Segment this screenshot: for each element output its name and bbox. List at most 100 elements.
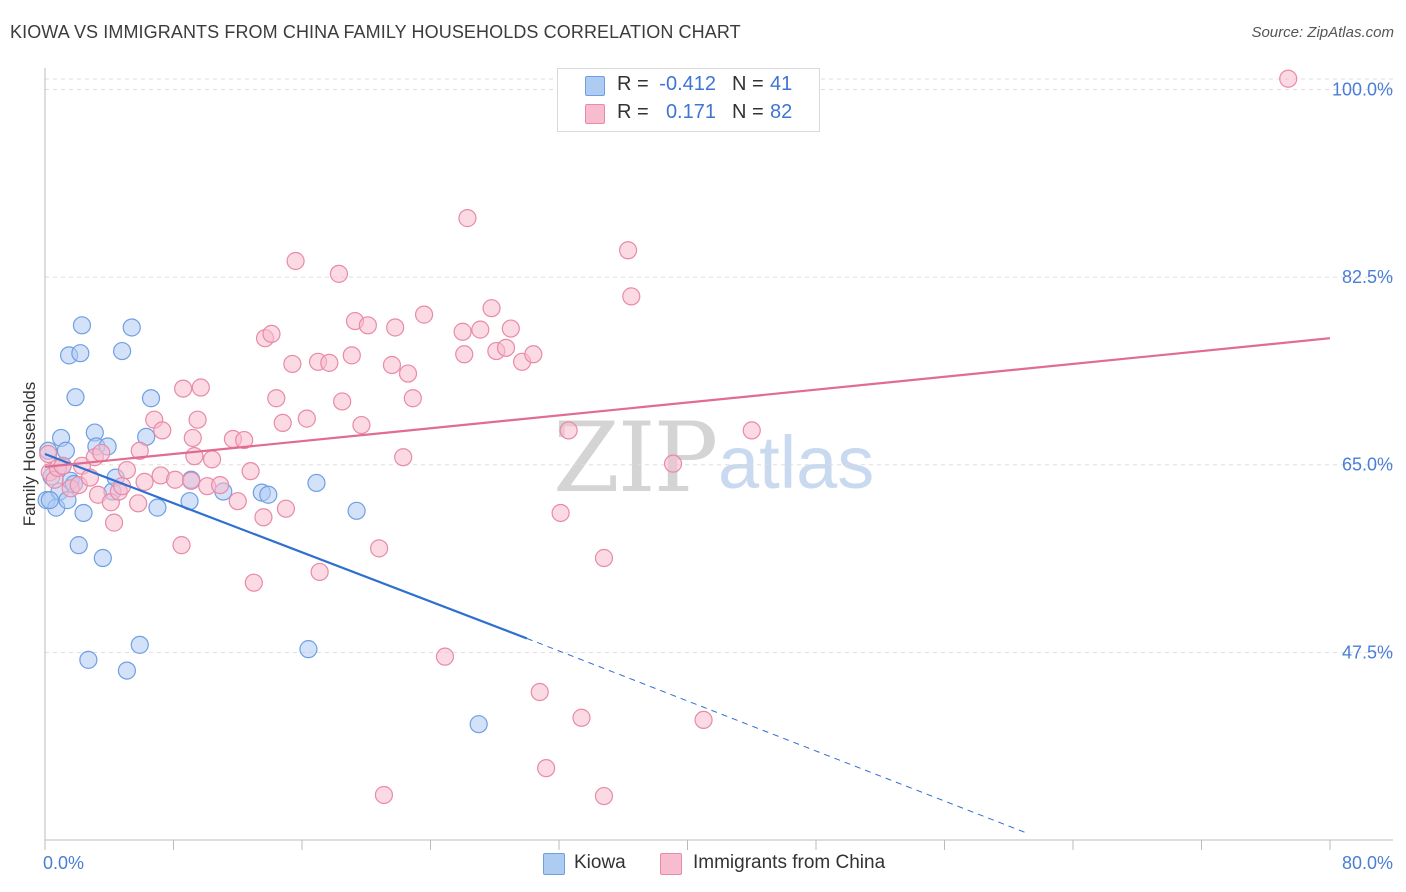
watermark-zip: ZIP bbox=[553, 402, 718, 514]
china-point bbox=[530, 682, 549, 702]
china-point bbox=[172, 536, 191, 555]
china-point bbox=[618, 241, 638, 260]
china-point bbox=[210, 475, 230, 495]
china-point bbox=[694, 710, 713, 730]
china-trend-line bbox=[44, 337, 1331, 468]
china-point bbox=[496, 338, 516, 357]
legend-r-value: 0.171 bbox=[665, 101, 716, 123]
china-point bbox=[329, 264, 349, 283]
china-point bbox=[153, 421, 172, 440]
kiowa-point bbox=[71, 344, 90, 363]
china-point bbox=[202, 450, 222, 469]
kiowa-point bbox=[469, 715, 488, 734]
legend-swatch-china bbox=[585, 104, 605, 124]
china-point bbox=[183, 428, 202, 448]
china-point bbox=[358, 316, 377, 335]
kiowa-point bbox=[299, 640, 318, 659]
legend-n-label: N = bbox=[732, 101, 764, 123]
kiowa-point bbox=[117, 661, 137, 680]
correlation-legend: R = -0.412 N = 41 R = 0.171 N = 82 bbox=[557, 68, 820, 132]
kiowa-point bbox=[79, 650, 98, 669]
china-point bbox=[386, 318, 405, 337]
china-point bbox=[663, 454, 683, 473]
legend-r-label: R = bbox=[617, 101, 649, 123]
china-point bbox=[524, 345, 543, 364]
china-point bbox=[403, 389, 422, 408]
china-point bbox=[276, 499, 296, 518]
legend-r-label: R = bbox=[617, 73, 649, 95]
china-point bbox=[370, 539, 389, 558]
kiowa-point bbox=[112, 341, 132, 361]
china-point bbox=[572, 708, 591, 727]
china-point bbox=[559, 421, 578, 440]
china-point bbox=[342, 346, 361, 365]
china-point bbox=[174, 379, 193, 398]
kiowa-point bbox=[347, 501, 366, 520]
china-point bbox=[254, 508, 273, 527]
china-point bbox=[273, 413, 292, 433]
china-point bbox=[283, 354, 302, 374]
legend-swatch-kiowa bbox=[585, 76, 605, 96]
china-point bbox=[235, 430, 254, 450]
kiowa-point bbox=[93, 548, 112, 568]
china-point bbox=[310, 562, 329, 582]
kiowa-point bbox=[66, 388, 85, 407]
china-point bbox=[398, 364, 418, 383]
china-point bbox=[267, 389, 286, 408]
china-point bbox=[501, 319, 520, 338]
china-point bbox=[453, 322, 472, 341]
y-tick-label: 47.5% bbox=[1342, 642, 1393, 662]
china-point bbox=[382, 355, 402, 375]
kiowa-point bbox=[148, 498, 167, 517]
china-point bbox=[286, 251, 305, 271]
kiowa-trend-line bbox=[44, 452, 528, 640]
china-point bbox=[551, 503, 570, 523]
kiowa-trend-extension bbox=[526, 637, 1029, 835]
china-point bbox=[414, 305, 434, 324]
china-point bbox=[333, 392, 352, 411]
china-point bbox=[129, 494, 148, 513]
china-point bbox=[117, 460, 137, 480]
china-point bbox=[435, 647, 455, 666]
china-point bbox=[135, 472, 154, 491]
china-point bbox=[482, 299, 501, 318]
china-point bbox=[166, 470, 185, 489]
legend-n-label: N = bbox=[732, 73, 764, 95]
kiowa-point bbox=[122, 318, 141, 337]
china-point bbox=[241, 462, 260, 481]
y-tick-label: 82.5% bbox=[1342, 267, 1393, 287]
china-point bbox=[191, 378, 210, 397]
kiowa-point bbox=[259, 485, 278, 504]
china-point bbox=[182, 471, 201, 490]
china-point bbox=[244, 573, 263, 592]
kiowa-point bbox=[56, 441, 75, 460]
china-point bbox=[352, 415, 371, 435]
china-point bbox=[537, 759, 556, 778]
china-point bbox=[262, 324, 281, 344]
bottom-legend-label-china: Immigrants from China bbox=[693, 852, 886, 873]
source-label: Source: ZipAtlas.com bbox=[1251, 24, 1394, 41]
china-point bbox=[622, 287, 641, 306]
china-point bbox=[374, 785, 394, 805]
kiowa-point bbox=[307, 473, 326, 493]
kiowa-point bbox=[130, 635, 149, 654]
china-point bbox=[458, 209, 477, 228]
bottom-legend-swatch-kiowa bbox=[543, 853, 565, 875]
legend-n-value: 82 bbox=[770, 101, 793, 123]
china-point bbox=[320, 353, 339, 372]
kiowa-point bbox=[69, 536, 88, 555]
legend-n-value: 41 bbox=[770, 73, 793, 95]
x-tick-label: 0.0% bbox=[43, 853, 84, 873]
china-point bbox=[185, 447, 204, 466]
china-point bbox=[188, 410, 207, 429]
china-point bbox=[594, 786, 614, 806]
china-point bbox=[39, 444, 58, 464]
y-axis-title: Family Households bbox=[20, 382, 39, 527]
china-point bbox=[104, 513, 124, 532]
kiowa-point bbox=[74, 503, 93, 523]
china-point bbox=[471, 320, 490, 339]
y-tick-label: 65.0% bbox=[1342, 455, 1393, 475]
china-point bbox=[1279, 69, 1298, 88]
china-point bbox=[394, 448, 413, 467]
